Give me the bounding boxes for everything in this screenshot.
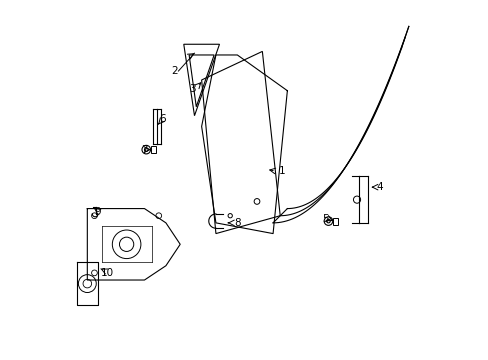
Text: 10: 10 <box>100 268 113 278</box>
Text: 3: 3 <box>189 84 196 94</box>
Text: 9: 9 <box>95 207 101 217</box>
Text: 6: 6 <box>159 114 165 124</box>
Text: 7: 7 <box>141 145 148 155</box>
FancyBboxPatch shape <box>150 146 156 153</box>
Text: 5: 5 <box>321 214 328 224</box>
Text: 1: 1 <box>278 166 285 176</box>
Text: 8: 8 <box>233 218 240 228</box>
Text: 2: 2 <box>171 66 178 76</box>
Text: 4: 4 <box>376 182 383 192</box>
FancyBboxPatch shape <box>332 217 338 225</box>
